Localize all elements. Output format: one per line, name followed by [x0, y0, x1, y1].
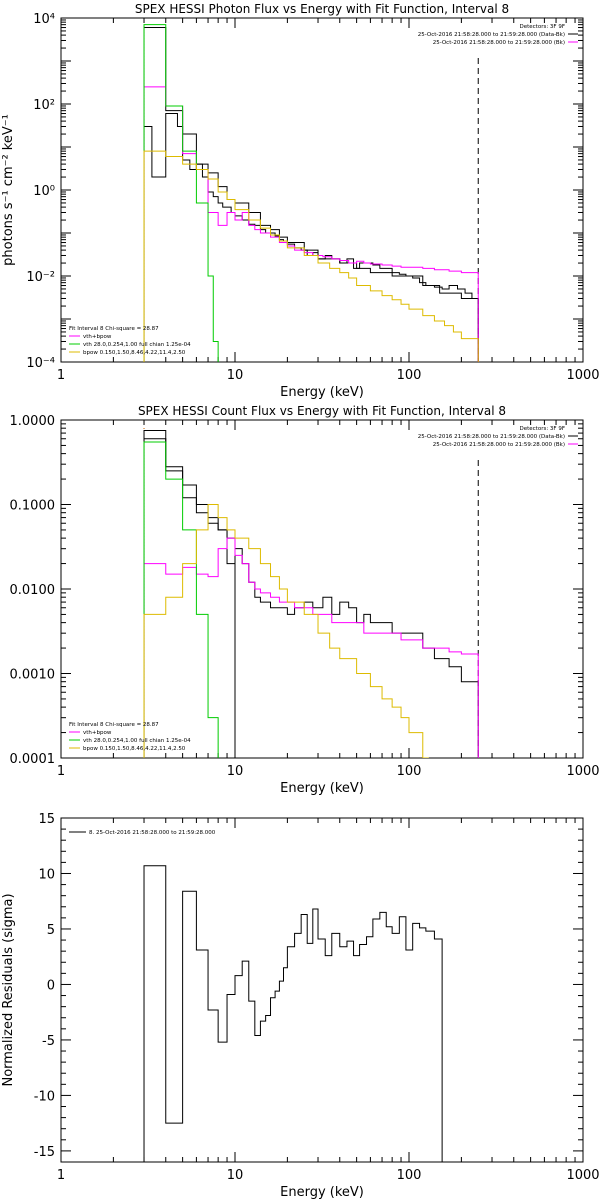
y-tick-label: 10⁻⁴: [26, 356, 55, 371]
y-tick-label: 10²: [33, 98, 55, 113]
series-group: [143, 24, 479, 362]
legend-left-entry: bpow 0.150,1.50,8.46,4.22,11.4,2.50: [83, 350, 186, 356]
y-tick-label: 10⁰: [33, 184, 55, 199]
x-tick-label: 100: [397, 368, 422, 383]
series-line-4: [143, 24, 219, 362]
chart-panel-3: 1 10 100 1000 -15 -10 -5 0 5 10 15 Energy (keV) Norm…: [1, 812, 600, 1200]
y-tick-label: 10: [38, 867, 55, 882]
y-tick-label: -5: [42, 1034, 55, 1049]
series-line-1: [143, 865, 443, 1162]
series-line-1: [143, 27, 479, 362]
series-group: [143, 865, 443, 1162]
series-line-5: [143, 504, 429, 758]
y-tick-label: 0.0010: [10, 668, 56, 683]
y-tick-label: 1.0000: [10, 414, 56, 429]
series-line-3: [143, 86, 479, 362]
plot-frame: [60, 817, 584, 1163]
series-line-3: [143, 537, 479, 758]
chart-title: SPEX HESSI Count Flux vs Energy with Fit…: [138, 404, 506, 418]
x-axis-label: Energy (keV): [280, 1185, 364, 1200]
y-tick-label: 10⁴: [33, 12, 55, 27]
legend-left-entry: Fit Interval 8 Chi-square = 28.87: [69, 722, 159, 728]
series-group: [143, 430, 479, 758]
plot-frame: [60, 419, 584, 759]
series-line-4: [143, 441, 219, 758]
series-line-2: [143, 438, 236, 758]
series-line-5: [143, 150, 479, 362]
legend-left-entry: vth 28.0,0.254,1.00 full chian 1.25e-04: [83, 342, 191, 348]
y-axis-label: Normalized Residuals (sigma): [1, 893, 16, 1086]
y-tick-label: -15: [34, 1145, 55, 1160]
legend-right-entry: Detectors: 3F 9F: [519, 426, 565, 432]
legend-right-entry: 25-Oct-2016 21:58:28.000 to 21:59:28.000…: [433, 442, 565, 448]
legend-right-entry: Detectors: 3F 9F: [519, 24, 565, 30]
x-tick-label: 1: [57, 764, 65, 779]
y-tick-label: 10⁻²: [26, 270, 55, 285]
x-tick-label: 1000: [566, 764, 599, 779]
x-tick-label: 10: [227, 1168, 244, 1183]
x-axis-label: Energy (keV): [280, 385, 364, 400]
y-tick-label: 15: [38, 812, 55, 827]
legend-left-entry: vth+bpow: [83, 334, 112, 340]
legend-left-entry: bpow 0.150,1.50,8.46,4.22,11.4,2.50: [83, 746, 186, 752]
x-tick-label: 1000: [566, 1168, 599, 1183]
legend-left-entry: 8. 25-Oct-2016 21:58:28.000 to 21:59:28.…: [89, 830, 216, 836]
x-axis-label: Energy (keV): [280, 781, 364, 796]
legend-right-entry: 25-Oct-2016 21:58:28.000 to 21:59:28.000…: [418, 434, 565, 440]
legend-left-entry: vth+bpow: [83, 730, 112, 736]
y-tick-label: 0.0001: [10, 752, 56, 767]
legend-left-entry: vth 28.0,0.254,1.00 full chian 1.25e-04: [83, 738, 191, 744]
x-tick-label: 1: [57, 368, 65, 383]
x-tick-label: 100: [397, 764, 422, 779]
y-tick-label: 0.1000: [10, 499, 56, 514]
y-tick-label: 0: [47, 978, 55, 993]
y-tick-label: 0.0100: [10, 583, 56, 598]
plot-frame: [60, 17, 584, 363]
x-tick-label: 1000: [566, 368, 599, 383]
legend-right-entry: 25-Oct-2016 21:58:28.000 to 21:59:28.000…: [418, 32, 565, 38]
chart-panel-2: 1 10 100 1000 0.0001 0.0010 0.0100 0.1000 1.0000…: [10, 404, 600, 796]
legend-left-entry: Fit Interval 8 Chi-square = 28.87: [69, 326, 159, 332]
legend-right-entry: 25-Oct-2016 21:58:28.000 to 21:59:28.000…: [433, 40, 565, 46]
chart-title: SPEX HESSI Photon Flux vs Energy with Fi…: [135, 2, 509, 16]
series-line-1: [143, 430, 479, 758]
chart-panel-1: 1 10 100 1000 10⁻⁴ 10⁻² 10⁰ 10² 10⁴ SPEX HESSI Ph…: [1, 2, 600, 400]
y-tick-label: -10: [34, 1089, 55, 1104]
x-tick-label: 100: [397, 1168, 422, 1183]
y-tick-label: 5: [47, 923, 55, 938]
x-tick-label: 10: [227, 368, 244, 383]
y-axis-label: photons s⁻¹ cm⁻² keV⁻¹: [1, 114, 16, 266]
x-tick-label: 10: [227, 764, 244, 779]
x-tick-label: 1: [57, 1168, 65, 1183]
